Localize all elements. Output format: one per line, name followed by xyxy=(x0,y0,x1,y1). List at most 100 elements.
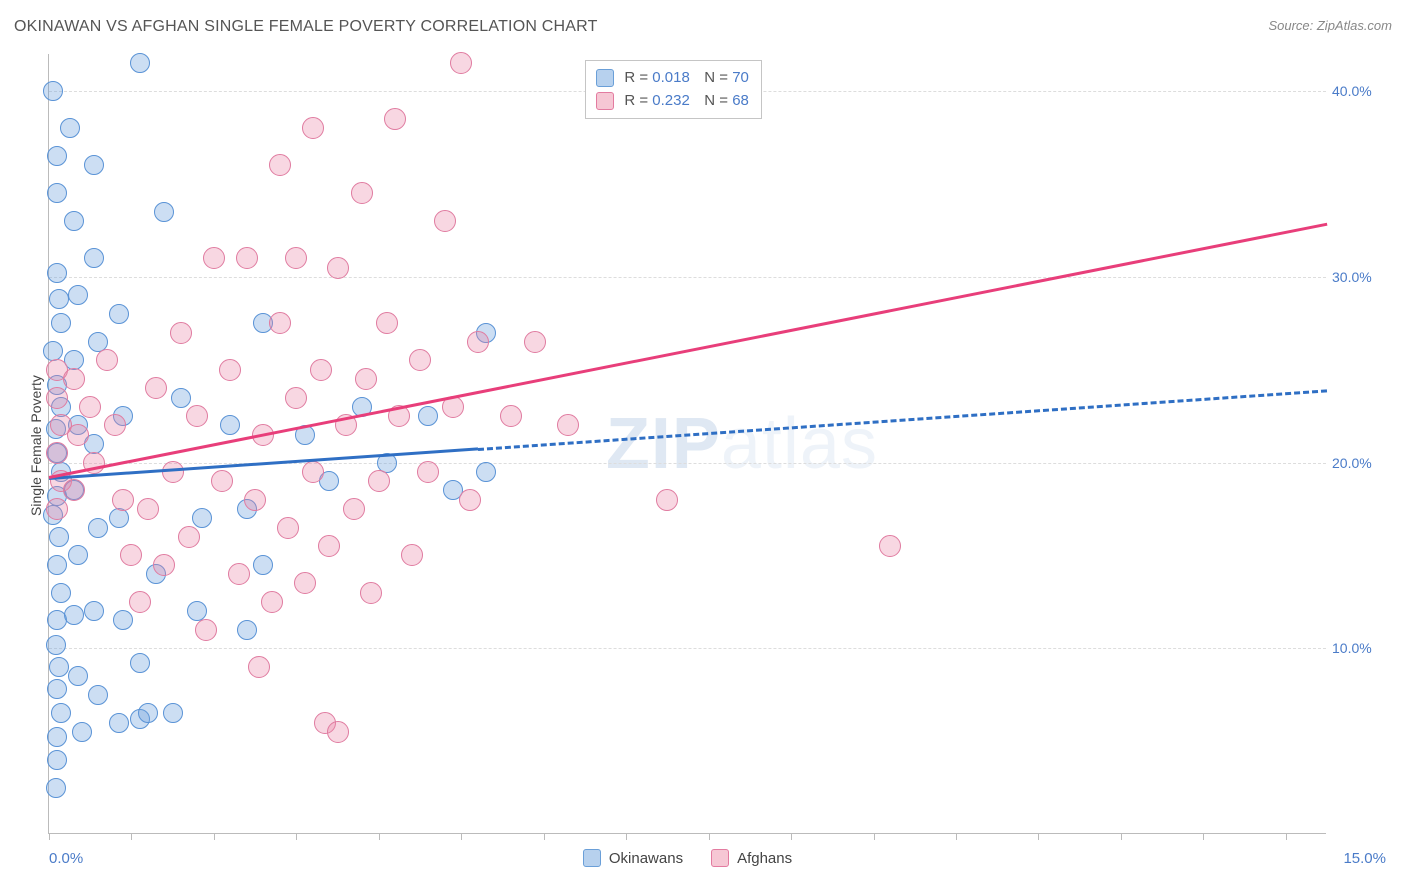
scatter-point xyxy=(285,247,307,269)
x-tick xyxy=(544,833,545,840)
scatter-point xyxy=(46,635,66,655)
scatter-point xyxy=(84,248,104,268)
scatter-point xyxy=(47,679,67,699)
scatter-point xyxy=(401,544,423,566)
x-tick xyxy=(461,833,462,840)
scatter-point xyxy=(248,656,270,678)
scatter-point xyxy=(228,563,250,585)
y-tick-label: 20.0% xyxy=(1332,455,1392,471)
scatter-point xyxy=(47,146,67,166)
scatter-point xyxy=(310,359,332,381)
scatter-point xyxy=(203,247,225,269)
scatter-point xyxy=(51,583,71,603)
chart-plot-area: ZIPatlas 10.0%20.0%30.0%40.0%0.0%15.0%R … xyxy=(48,54,1326,834)
y-tick-label: 10.0% xyxy=(1332,640,1392,656)
scatter-point xyxy=(137,498,159,520)
scatter-point xyxy=(96,349,118,371)
legend-swatch xyxy=(596,69,614,87)
scatter-point xyxy=(327,721,349,743)
legend-swatch xyxy=(583,849,601,867)
scatter-point xyxy=(51,703,71,723)
scatter-point xyxy=(467,331,489,353)
scatter-point xyxy=(67,424,89,446)
scatter-point xyxy=(79,396,101,418)
scatter-point xyxy=(138,703,158,723)
scatter-point xyxy=(46,387,68,409)
scatter-point xyxy=(46,778,66,798)
scatter-point xyxy=(434,210,456,232)
scatter-point xyxy=(109,508,129,528)
scatter-point xyxy=(72,722,92,742)
scatter-point xyxy=(171,388,191,408)
stats-legend: R = 0.018N = 70R = 0.232N = 68 xyxy=(585,60,762,119)
scatter-point xyxy=(236,247,258,269)
scatter-point xyxy=(656,489,678,511)
scatter-point xyxy=(211,470,233,492)
scatter-point xyxy=(84,601,104,621)
legend-swatch xyxy=(596,92,614,110)
scatter-point xyxy=(64,211,84,231)
scatter-point xyxy=(376,312,398,334)
x-tick xyxy=(1286,833,1287,840)
scatter-point xyxy=(68,285,88,305)
scatter-point xyxy=(343,498,365,520)
scatter-point xyxy=(153,554,175,576)
scatter-point xyxy=(47,555,67,575)
x-tick xyxy=(379,833,380,840)
scatter-point xyxy=(109,713,129,733)
scatter-point xyxy=(409,349,431,371)
stats-row: R = 0.232N = 68 xyxy=(596,90,749,113)
scatter-point xyxy=(46,498,68,520)
scatter-point xyxy=(186,405,208,427)
scatter-point xyxy=(384,108,406,130)
scatter-point xyxy=(557,414,579,436)
scatter-point xyxy=(277,517,299,539)
scatter-point xyxy=(368,470,390,492)
legend-label: Okinawans xyxy=(609,850,683,867)
source-attribution: Source: ZipAtlas.com xyxy=(1268,18,1392,33)
scatter-point xyxy=(113,610,133,630)
scatter-point xyxy=(192,508,212,528)
gridline xyxy=(49,648,1326,649)
y-tick-label: 30.0% xyxy=(1332,269,1392,285)
scatter-point xyxy=(112,489,134,511)
scatter-point xyxy=(524,331,546,353)
x-tick xyxy=(1038,833,1039,840)
scatter-point xyxy=(47,750,67,770)
gridline xyxy=(49,277,1326,278)
x-tick xyxy=(214,833,215,840)
scatter-point xyxy=(130,53,150,73)
scatter-point xyxy=(269,154,291,176)
scatter-point xyxy=(327,257,349,279)
x-tick xyxy=(874,833,875,840)
scatter-point xyxy=(302,461,324,483)
scatter-point xyxy=(237,620,257,640)
scatter-point xyxy=(130,653,150,673)
scatter-point xyxy=(500,405,522,427)
chart-title: OKINAWAN VS AFGHAN SINGLE FEMALE POVERTY… xyxy=(14,18,598,36)
scatter-point xyxy=(46,442,68,464)
scatter-point xyxy=(47,183,67,203)
scatter-point xyxy=(88,518,108,538)
legend-item: Okinawans xyxy=(583,849,683,867)
scatter-point xyxy=(43,81,63,101)
legend-swatch xyxy=(711,849,729,867)
scatter-point xyxy=(49,527,69,547)
x-tick xyxy=(1203,833,1204,840)
scatter-point xyxy=(84,155,104,175)
legend-label: Afghans xyxy=(737,850,792,867)
scatter-point xyxy=(47,727,67,747)
scatter-point xyxy=(49,289,69,309)
x-tick xyxy=(1121,833,1122,840)
scatter-point xyxy=(104,414,126,436)
x-tick xyxy=(791,833,792,840)
x-tick xyxy=(626,833,627,840)
x-tick xyxy=(956,833,957,840)
x-tick xyxy=(49,833,50,840)
x-tick xyxy=(296,833,297,840)
scatter-point xyxy=(68,666,88,686)
scatter-point xyxy=(60,118,80,138)
bottom-legend: Okinawans Afghans xyxy=(49,849,1326,867)
legend-item: Afghans xyxy=(711,849,792,867)
scatter-point xyxy=(219,359,241,381)
